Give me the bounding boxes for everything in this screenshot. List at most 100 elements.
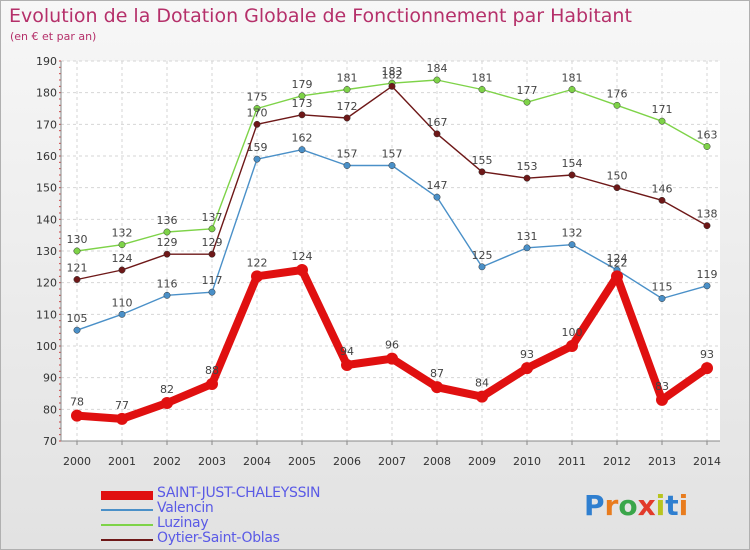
data-point: [523, 98, 531, 106]
x-tick-label: 2003: [198, 455, 226, 468]
data-label: 93: [700, 348, 714, 361]
data-point: [73, 276, 81, 283]
data-point: [478, 86, 486, 93]
data-point: [298, 92, 306, 100]
data-point: [658, 196, 666, 204]
legend-swatch: [101, 509, 153, 511]
data-point: [208, 250, 216, 258]
data-point: [343, 162, 351, 169]
data-point: [343, 114, 351, 122]
data-label: 167: [427, 116, 448, 129]
data-label: 93: [520, 348, 534, 361]
logo-letter: t: [665, 489, 679, 522]
data-label: 94: [340, 345, 354, 358]
data-point: [298, 146, 306, 154]
x-tick-label: 2002: [153, 455, 181, 468]
data-point: [161, 397, 173, 409]
data-label: 130: [67, 233, 88, 246]
data-point: [703, 282, 711, 290]
data-label: 181: [562, 72, 583, 85]
data-point: [208, 288, 216, 296]
data-label: 136: [157, 214, 178, 227]
data-point: [521, 362, 533, 375]
data-label: 153: [517, 160, 538, 173]
data-point: [298, 111, 306, 119]
data-label: 157: [337, 148, 358, 161]
data-label: 172: [337, 100, 358, 113]
data-point: [253, 105, 261, 112]
y-tick-label: 90: [43, 372, 57, 385]
data-label: 116: [157, 277, 178, 290]
data-label: 170: [247, 106, 268, 119]
data-label: 129: [202, 236, 223, 249]
data-label: 162: [292, 132, 313, 145]
logo-letter: i: [655, 489, 666, 522]
x-tick-label: 2014: [693, 455, 721, 468]
data-point: [251, 270, 263, 283]
y-tick-label: 160: [36, 150, 57, 163]
data-point: [658, 295, 666, 302]
data-point: [163, 250, 171, 258]
y-tick-label: 130: [36, 245, 57, 258]
data-label: 87: [430, 367, 444, 380]
chart-subtitle: (en € et par an): [10, 30, 97, 43]
data-point: [253, 155, 261, 163]
data-point: [118, 266, 126, 274]
x-tick-label: 2005: [288, 455, 316, 468]
data-point: [523, 174, 531, 182]
data-label: 122: [247, 256, 268, 269]
x-tick-label: 2010: [513, 455, 541, 468]
data-point: [703, 222, 711, 230]
data-point: [613, 101, 621, 109]
legend-swatch: [101, 490, 153, 500]
legend-label: Luzinay: [157, 515, 209, 531]
data-point: [658, 117, 666, 125]
data-label: 179: [292, 78, 313, 91]
y-tick-label: 110: [36, 308, 57, 321]
data-label: 105: [67, 312, 88, 325]
y-tick-label: 190: [36, 55, 57, 68]
data-point: [206, 378, 218, 390]
data-point: [613, 184, 621, 192]
x-tick-label: 2001: [108, 455, 136, 468]
data-point: [433, 193, 441, 201]
data-label: 122: [607, 256, 628, 269]
data-label: 147: [427, 179, 448, 192]
data-label: 177: [517, 84, 538, 97]
data-label: 121: [67, 262, 88, 275]
data-label: 176: [607, 87, 628, 100]
logo-letter: x: [637, 489, 656, 522]
data-label: 129: [157, 236, 178, 249]
data-point: [568, 171, 576, 179]
data-point: [208, 225, 216, 233]
data-point: [296, 264, 308, 276]
data-label: 175: [247, 91, 268, 104]
y-tick-label: 140: [36, 213, 57, 226]
x-tick-label: 2009: [468, 455, 496, 468]
x-tick-label: 2013: [648, 455, 676, 468]
data-label: 117: [202, 274, 223, 287]
data-point: [118, 241, 126, 249]
x-tick-label: 2012: [603, 455, 631, 468]
y-tick-label: 150: [36, 182, 57, 195]
y-tick-label: 100: [36, 340, 57, 353]
data-label: 183: [382, 65, 403, 78]
data-point: [433, 76, 441, 84]
data-point: [611, 270, 623, 283]
data-label: 115: [652, 281, 673, 294]
y-tick-label: 180: [36, 87, 57, 100]
data-label: 131: [517, 230, 538, 243]
series-oytier-saint-oblas: 121 124 129 129 170 173 172 182 167 155 153 154 150 1…: [67, 68, 718, 283]
data-point: [163, 291, 171, 299]
x-tick-label: 2008: [423, 455, 451, 468]
data-label: 163: [697, 129, 718, 142]
data-point: [388, 82, 396, 90]
data-point: [253, 120, 261, 128]
data-label: 184: [427, 62, 448, 75]
data-label: 110: [112, 296, 133, 309]
legend-swatch: [101, 539, 153, 541]
x-tick-label: 2004: [243, 455, 271, 468]
